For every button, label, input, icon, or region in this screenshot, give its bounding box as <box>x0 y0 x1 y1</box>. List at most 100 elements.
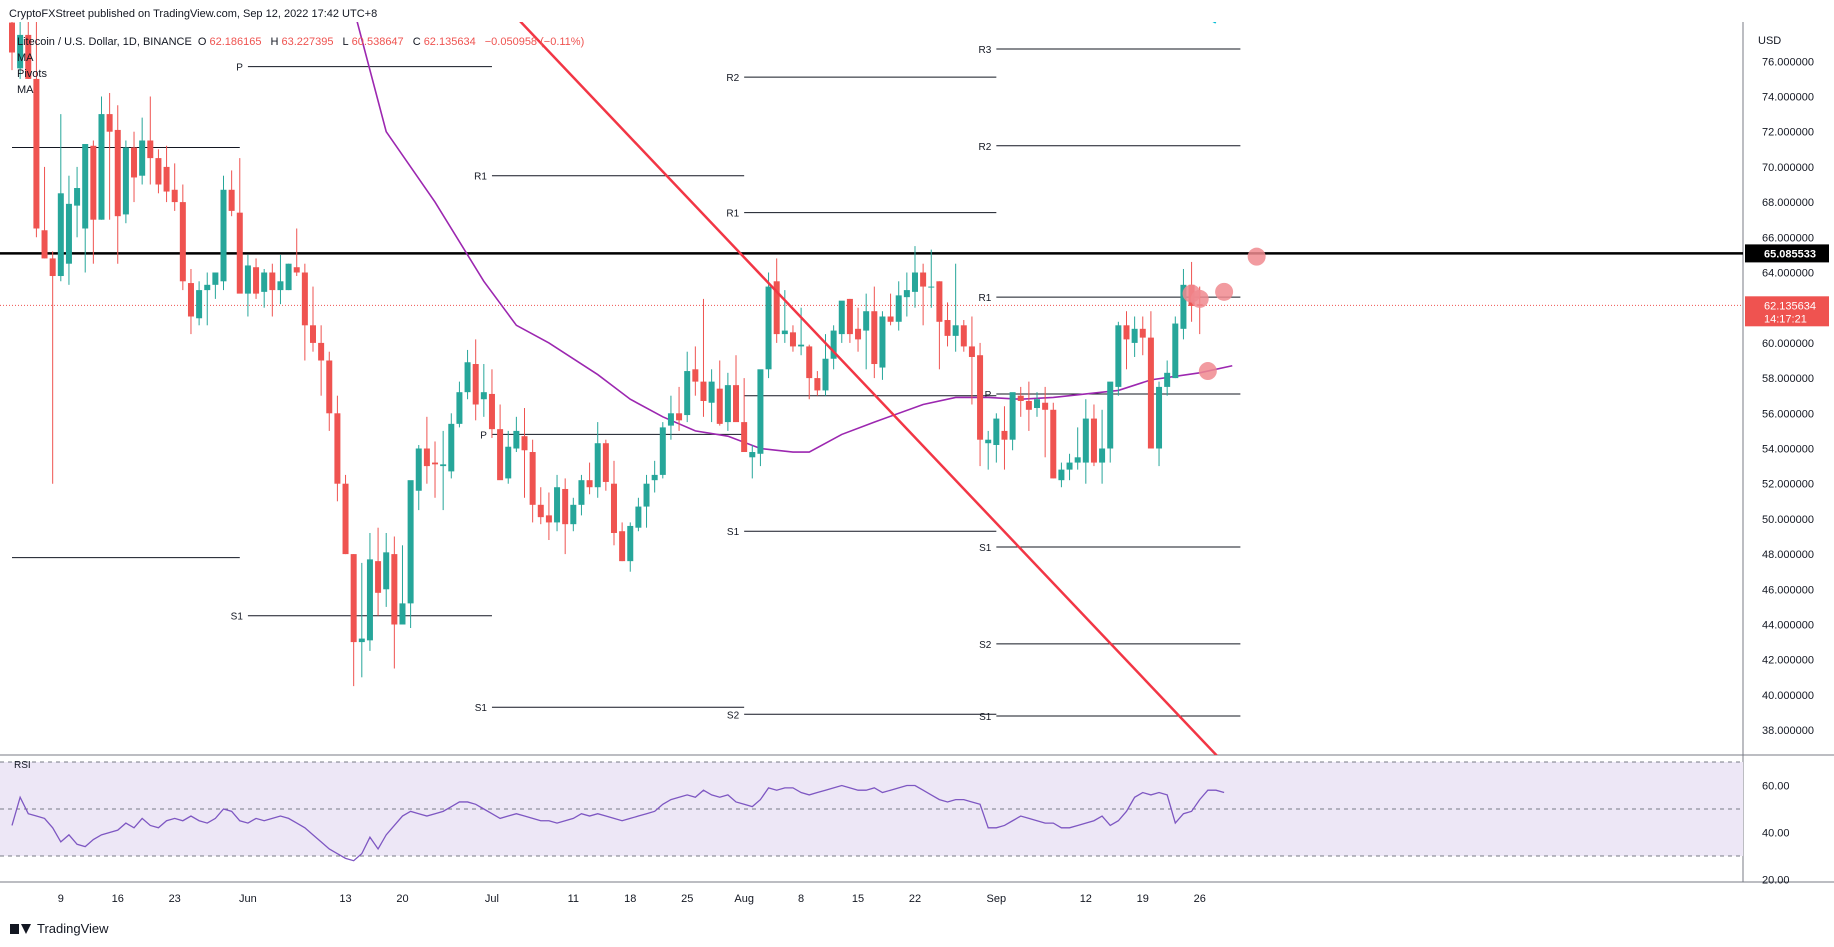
candle-body <box>163 166 170 192</box>
pivot-label: R1 <box>726 209 739 220</box>
candle-body <box>41 230 48 259</box>
candle-body <box>830 330 837 359</box>
candle-body <box>33 78 40 229</box>
candle-body <box>293 267 300 273</box>
candle-body <box>887 316 894 322</box>
candle-body <box>863 311 870 331</box>
candle-body <box>928 286 935 288</box>
indicator-ma-label[interactable]: MA <box>17 52 34 64</box>
candle-body <box>513 430 520 449</box>
candle-body <box>610 483 617 533</box>
pivot-label: P <box>480 430 487 441</box>
price-tick-label: 76.000000 <box>1762 56 1814 68</box>
candle-body <box>9 22 15 53</box>
candle-body <box>1034 399 1041 409</box>
candle-body <box>472 364 479 405</box>
candle-body <box>708 381 715 403</box>
candle-body <box>17 34 24 69</box>
candle-body <box>49 258 56 277</box>
pivot-label: R1 <box>979 293 992 304</box>
rsi-tick-label: 20.00 <box>1762 875 1790 887</box>
candle-body <box>82 144 89 229</box>
time-tick-label: 12 <box>1080 893 1092 905</box>
key-level-badge-text: 65.085533 <box>1764 248 1816 260</box>
candle-body <box>789 332 796 347</box>
time-tick-label: 22 <box>909 893 921 905</box>
candle-body <box>399 603 406 625</box>
candle-body <box>25 34 32 79</box>
descending-trendline <box>519 22 1218 755</box>
candle-body <box>537 504 544 518</box>
candle-body <box>505 446 512 479</box>
candle-body <box>171 189 178 203</box>
price-tick-label: 72.000000 <box>1762 127 1814 139</box>
candle-body <box>358 638 365 643</box>
candle-body <box>700 381 707 401</box>
candle-body <box>993 418 1000 445</box>
last-price-badge <box>1745 296 1829 327</box>
pivot-label: R1 <box>474 172 487 183</box>
indicator-pivots-label[interactable]: Pivots <box>17 68 47 80</box>
candle-body <box>1180 284 1187 329</box>
time-tick-label: 8 <box>798 893 804 905</box>
candle-body <box>432 462 439 465</box>
candle-body <box>627 525 634 562</box>
candle-body <box>1017 395 1024 401</box>
ohlc-open: O 62.186165 <box>197 36 262 48</box>
candle-body <box>960 325 967 347</box>
ohlc-change: −0.050958 (−0.11%) <box>484 36 585 48</box>
candle-body <box>985 439 992 444</box>
candle-body <box>350 554 357 643</box>
candle-body <box>545 515 552 523</box>
ohlc-low: L 60.538647 <box>342 36 404 48</box>
candle-body <box>846 298 853 335</box>
candle-body <box>692 369 699 382</box>
moving-average-line <box>356 22 1233 453</box>
candle-body <box>822 358 829 391</box>
candle-body <box>659 427 666 475</box>
price-tick-label: 46.000000 <box>1762 584 1814 596</box>
pivot-label: S1 <box>727 527 740 538</box>
time-tick-label: 18 <box>624 893 636 905</box>
candle-body <box>944 320 951 336</box>
candle-body <box>261 272 268 292</box>
candle-body <box>122 147 129 215</box>
highlight-marker <box>1198 362 1217 381</box>
candle-body <box>1131 328 1138 343</box>
time-tick-label: 20 <box>396 893 408 905</box>
candle-body <box>643 483 650 507</box>
price-tick-label: 60.000000 <box>1762 338 1814 350</box>
candle-body <box>773 281 780 335</box>
candle-body <box>1172 323 1179 379</box>
candle-body <box>285 263 292 291</box>
candle-body <box>277 281 284 291</box>
time-tick-label: 9 <box>58 893 64 905</box>
candle-body <box>391 554 398 625</box>
price-tick-label: 58.000000 <box>1762 373 1814 385</box>
rsi-line <box>11 784 1225 862</box>
candle-body <box>334 413 341 484</box>
pivot-label: R3 <box>979 45 992 56</box>
price-tick-label: 64.000000 <box>1762 268 1814 280</box>
ohlc-legend: Litecoin / U.S. Dollar, 1D, BINANCE O 62.… <box>17 36 587 48</box>
candle-body <box>977 355 984 440</box>
candle-body <box>676 413 683 421</box>
candle-body <box>952 325 959 336</box>
highlight-marker <box>1215 282 1234 301</box>
time-tick-label: Jul <box>485 893 499 905</box>
candle-body <box>765 286 772 370</box>
candle-body <box>342 483 349 555</box>
candle-body <box>968 346 975 357</box>
rsi-tick-label: 60.00 <box>1762 781 1790 793</box>
indicator-ma2-label[interactable]: MA <box>17 84 34 96</box>
candle-body <box>554 487 561 523</box>
time-tick-label: Jun <box>239 893 257 905</box>
candle-body <box>920 272 927 287</box>
price-tick-label: 52.000000 <box>1762 479 1814 491</box>
candle-body <box>1058 469 1065 481</box>
candle-body <box>497 429 504 481</box>
published-text: CryptoFXStreet published on TradingView.… <box>9 8 378 20</box>
tradingview-logo[interactable]: TradingView <box>10 921 109 936</box>
candle-body <box>464 362 471 393</box>
time-tick-label: 11 <box>568 893 579 905</box>
